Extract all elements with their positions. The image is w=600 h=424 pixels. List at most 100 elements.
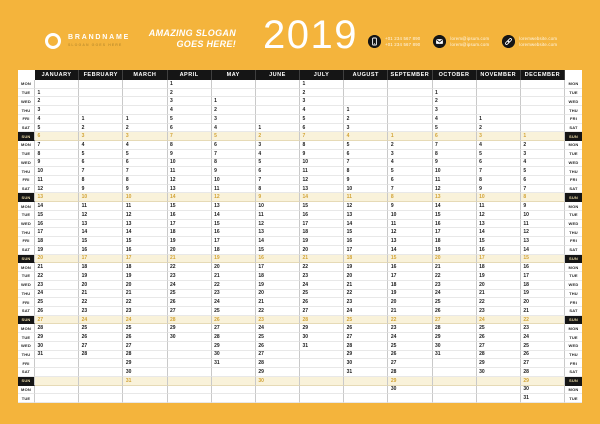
day-label-right: SUN [565,254,582,264]
day-cell: 20 [35,254,80,264]
day-label-right: TUE [565,333,582,342]
month-header: MAY [211,70,256,80]
day-label-left: MON [18,202,35,211]
day-cell: 18 [432,237,477,246]
day-cell: 6 [344,149,389,159]
day-cell: 24 [300,280,345,290]
day-cell: 18 [300,228,345,238]
day-cell: 25 [211,306,256,316]
day-label-left: THU [18,289,35,299]
day-cell [35,359,80,369]
day-cell: 1 [344,106,389,115]
day-cell: 27 [123,341,168,351]
day-cell: 12 [123,210,168,220]
day-cell: 12 [476,210,521,220]
day-cell: 21 [300,254,345,264]
day-cell: 4 [344,132,389,142]
day-label-right: SUN [565,132,582,142]
day-cell: 27 [432,315,477,325]
day-cell: 16 [432,219,477,229]
day-cell: 19 [344,263,389,273]
day-cell: 31 [520,394,565,403]
day-label-right: MON [565,385,582,395]
day-label-right: FRI [565,176,582,185]
day-cell: 14 [123,228,168,238]
day-cell [388,97,433,107]
day-label-right: SAT [565,123,582,133]
day-cell: 15 [520,254,565,264]
day-label-left: FRI [18,114,35,124]
day-cell [432,359,477,369]
day-cell: 27 [476,341,521,351]
day-cell [520,106,565,115]
day-cell: 6 [211,141,256,150]
day-cell [123,97,168,107]
day-cell: 19 [123,272,168,281]
day-label-right: SAT [565,368,582,377]
day-cell: 3 [344,123,389,133]
day-label-left: TUE [18,272,35,281]
email-line-1: lorem@ipsum.com [450,35,490,41]
day-cell: 30 [344,359,389,369]
day-cell: 8 [123,176,168,185]
day-label-left: SUN [18,193,35,203]
day-cell: 10 [123,193,168,203]
day-cell: 30 [35,341,80,351]
day-cell: 24 [167,280,212,290]
day-cell [167,394,212,403]
day-cell: 11 [35,176,80,185]
day-label-right: SUN [565,193,582,203]
day-cell [520,80,565,89]
day-label-left: SAT [18,245,35,255]
day-cell: 12 [211,193,256,203]
day-label-right: WED [565,97,582,107]
day-cell: 25 [79,324,124,334]
day-cell: 25 [432,298,477,307]
day-cell: 15 [35,210,80,220]
day-cell: 4 [520,158,565,168]
day-label-left: WED [18,219,35,229]
day-cell: 19 [255,280,300,290]
day-cell: 10 [344,184,389,194]
day-cell [300,394,345,403]
website-lines: loremwebsite.com loremwebsite.com [519,36,557,48]
month-header: OCTOBER [432,70,477,80]
day-cell: 21 [476,289,521,299]
day-label-left: FRI [18,237,35,246]
day-label-left: THU [18,167,35,177]
day-cell: 19 [432,245,477,255]
day-cell: 1 [388,132,433,142]
day-cell: 29 [520,376,565,386]
day-label-right: MON [565,263,582,273]
day-label-left: FRI [18,359,35,369]
day-cell: 22 [35,272,80,281]
day-cell: 30 [255,376,300,386]
day-cell: 15 [344,228,389,238]
day-cell: 11 [211,184,256,194]
day-cell: 18 [211,245,256,255]
day-cell: 7 [344,158,389,168]
day-cell [300,385,345,395]
day-cell [123,88,168,98]
day-cell: 8 [476,176,521,185]
day-cell: 20 [476,280,521,290]
day-cell: 29 [167,324,212,334]
day-cell: 16 [520,263,565,273]
day-cell [79,368,124,377]
brand-block: BRANDNAME SLOGAN GOES HERE [68,34,130,47]
day-cell: 12 [167,176,212,185]
day-cell: 3 [432,106,477,115]
day-label-right: WED [565,219,582,229]
day-cell: 8 [79,176,124,185]
day-cell: 3 [211,114,256,124]
month-header: JANUARY [35,70,80,80]
day-cell [432,80,477,89]
day-cell: 6 [167,123,212,133]
day-cell: 28 [79,350,124,360]
day-label-left: MON [18,385,35,395]
day-cell: 10 [432,167,477,177]
day-label-left: TUE [18,333,35,342]
day-cell: 1 [476,114,521,124]
day-cell: 5 [388,167,433,177]
day-cell: 26 [35,306,80,316]
